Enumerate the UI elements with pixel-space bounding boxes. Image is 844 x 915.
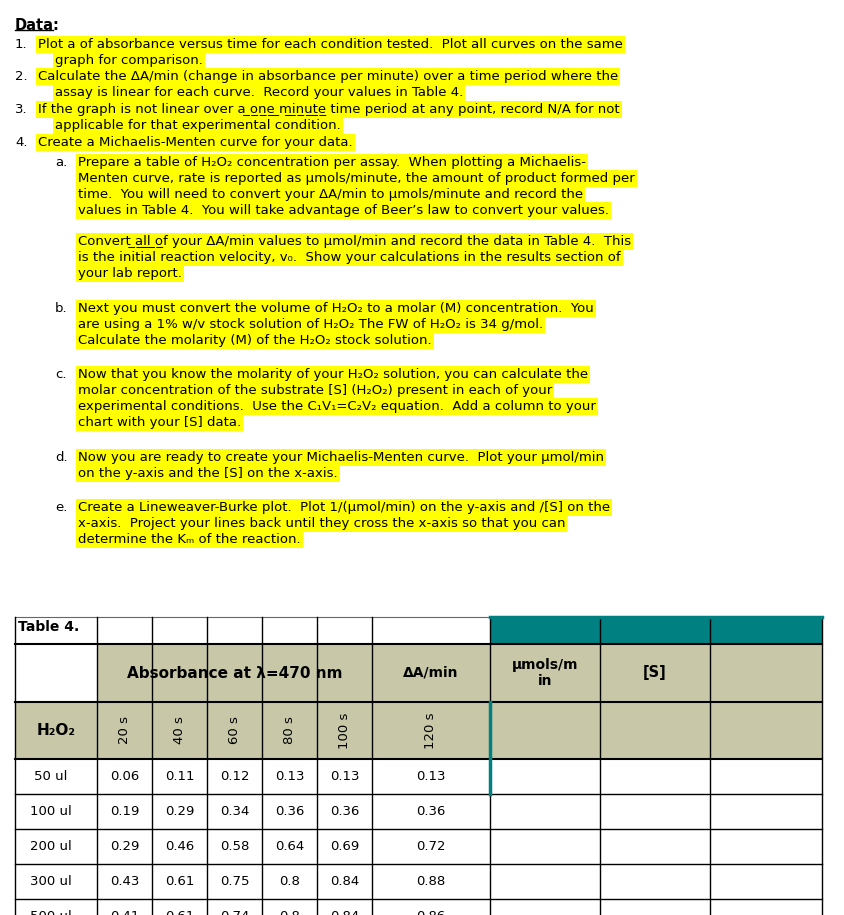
Text: assay is linear for each curve.  Record your values in Table 4.: assay is linear for each curve. Record y… (55, 86, 463, 99)
Bar (490, 617, 822, 644)
Text: 0.64: 0.64 (275, 840, 304, 853)
Text: Data:: Data: (15, 18, 60, 33)
Text: 0.13: 0.13 (330, 770, 360, 783)
Text: H₂O₂: H₂O₂ (36, 723, 75, 738)
Text: chart with your [S] data.: chart with your [S] data. (78, 416, 241, 429)
Text: μmols/m
in: μmols/m in (511, 658, 578, 688)
Text: 120 s: 120 s (425, 712, 437, 748)
Text: 0.36: 0.36 (330, 805, 360, 818)
Text: Next you must convert the volume of H₂O₂ to a molar (M) concentration.  You: Next you must convert the volume of H₂O₂… (78, 302, 593, 315)
Text: values in Table 4.  You will take advantage of Beer’s law to convert your values: values in Table 4. You will take advanta… (78, 204, 609, 217)
Text: ΔA/min: ΔA/min (403, 666, 459, 680)
Text: molar concentration of the substrate [S] (H₂O₂) present in each of your: molar concentration of the substrate [S]… (78, 384, 552, 397)
Text: 60 s: 60 s (228, 716, 241, 745)
Text: 0.61: 0.61 (165, 910, 194, 915)
Text: 200 ul: 200 ul (30, 840, 72, 853)
Text: 0.86: 0.86 (416, 910, 446, 915)
Text: d.: d. (55, 451, 68, 464)
Text: graph for comparison.: graph for comparison. (55, 54, 203, 67)
Text: your lab report.: your lab report. (78, 267, 181, 280)
Text: 0.13: 0.13 (416, 770, 446, 783)
Text: Menten curve, rate is reported as μmols/minute, the amount of product formed per: Menten curve, rate is reported as μmols/… (78, 172, 635, 185)
Text: 0.8: 0.8 (279, 910, 300, 915)
Text: 0.69: 0.69 (330, 840, 360, 853)
Text: determine the Kₘ of the reaction.: determine the Kₘ of the reaction. (78, 533, 300, 546)
Text: 50 ul: 50 ul (35, 770, 68, 783)
Text: 0.34: 0.34 (219, 805, 249, 818)
Text: Convert ̲a̲l̲l̲ ̲o̲f your ΔA/min values to μmol/min and record the data in Table: Convert ̲a̲l̲l̲ ̲o̲f your ΔA/min values … (78, 235, 631, 248)
Text: 0.19: 0.19 (110, 805, 139, 818)
Text: 40 s: 40 s (173, 716, 186, 745)
Text: 500 ul: 500 ul (30, 910, 72, 915)
Text: on the y-axis and the [S] on the x-axis.: on the y-axis and the [S] on the x-axis. (78, 467, 338, 480)
Text: 0.29: 0.29 (110, 840, 139, 853)
Text: 0.88: 0.88 (416, 875, 446, 888)
Text: 0.46: 0.46 (165, 840, 194, 853)
Text: 20 s: 20 s (118, 716, 131, 745)
Text: time.  You will need to convert your ΔA/min to μmols/minute and record the: time. You will need to convert your ΔA/m… (78, 188, 583, 201)
Text: 0.75: 0.75 (219, 875, 249, 888)
Text: a.: a. (55, 156, 68, 169)
Text: Plot a of absorbance versus time for each condition tested.  Plot all curves on : Plot a of absorbance versus time for eac… (38, 38, 623, 51)
Text: 0.58: 0.58 (219, 840, 249, 853)
Text: 2.: 2. (15, 70, 28, 83)
Text: 0.41: 0.41 (110, 910, 139, 915)
Text: Create a Michaelis-Menten curve for your data.: Create a Michaelis-Menten curve for your… (38, 136, 353, 149)
Text: x-axis.  Project your lines back until they cross the x-axis so that you can: x-axis. Project your lines back until th… (78, 517, 565, 530)
Text: 0.13: 0.13 (275, 770, 304, 783)
Text: 0.36: 0.36 (275, 805, 304, 818)
Text: [S]: [S] (643, 665, 667, 681)
Text: c.: c. (55, 368, 67, 381)
Text: 3.: 3. (15, 103, 28, 116)
Text: Now you are ready to create your Michaelis-Menten curve.  Plot your μmol/min: Now you are ready to create your Michael… (78, 451, 604, 464)
Text: 0.06: 0.06 (110, 770, 139, 783)
Text: 100 ul: 100 ul (30, 805, 72, 818)
Text: 1.: 1. (15, 38, 28, 51)
Text: 80 s: 80 s (283, 716, 296, 745)
Text: is the initial reaction velocity, v₀.  Show your calculations in the results sec: is the initial reaction velocity, v₀. Sh… (78, 251, 620, 264)
Text: 0.84: 0.84 (330, 875, 360, 888)
Text: Table 4.: Table 4. (18, 620, 79, 634)
Text: Absorbance at λ=470 nm: Absorbance at λ=470 nm (127, 665, 343, 681)
Text: 0.84: 0.84 (330, 910, 360, 915)
Text: 0.72: 0.72 (416, 840, 446, 853)
Text: applicable for that experimental condition.: applicable for that experimental conditi… (55, 119, 341, 132)
Text: 300 ul: 300 ul (30, 875, 72, 888)
Text: Calculate the ΔA/min (change in absorbance per minute) over a time period where : Calculate the ΔA/min (change in absorban… (38, 70, 619, 83)
Text: experimental conditions.  Use the C₁V₁=C₂V₂ equation.  Add a column to your: experimental conditions. Use the C₁V₁=C₂… (78, 400, 596, 413)
Text: Now that you know the molarity of your H₂O₂ solution, you can calculate the: Now that you know the molarity of your H… (78, 368, 588, 381)
Text: 100 s: 100 s (338, 712, 351, 748)
Text: 0.61: 0.61 (165, 875, 194, 888)
Text: 0.29: 0.29 (165, 805, 194, 818)
Text: 0.43: 0.43 (110, 875, 139, 888)
Text: 0.11: 0.11 (165, 770, 194, 783)
Text: are using a 1% w/v stock solution of H₂O₂ The FW of H₂O₂ is 34 g/mol.: are using a 1% w/v stock solution of H₂O… (78, 318, 544, 331)
Text: b.: b. (55, 302, 68, 315)
Text: 4.: 4. (15, 136, 28, 149)
Bar (15, 702, 822, 759)
Text: 0.74: 0.74 (219, 910, 249, 915)
Text: 0.8: 0.8 (279, 875, 300, 888)
Text: Create a Lineweaver-Burke plot.  Plot 1/(μmol/min) on the y-axis and /[S] on the: Create a Lineweaver-Burke plot. Plot 1/(… (78, 501, 610, 514)
Text: e.: e. (55, 501, 68, 514)
Text: 0.36: 0.36 (416, 805, 446, 818)
Bar (15, 644, 822, 702)
Text: If the graph is not linear over a ̲o̲n̲e̲ ̲m̲i̲n̲u̲t̲e̲ time period at any point: If the graph is not linear over a ̲o̲n̲e… (38, 103, 619, 116)
Text: Prepare a table of H₂O₂ concentration per assay.  When plotting a Michaelis-: Prepare a table of H₂O₂ concentration pe… (78, 156, 586, 169)
Bar (15, 644, 97, 702)
Text: 0.12: 0.12 (219, 770, 249, 783)
Text: Calculate the molarity (M) of the H₂O₂ stock solution.: Calculate the molarity (M) of the H₂O₂ s… (78, 334, 431, 347)
